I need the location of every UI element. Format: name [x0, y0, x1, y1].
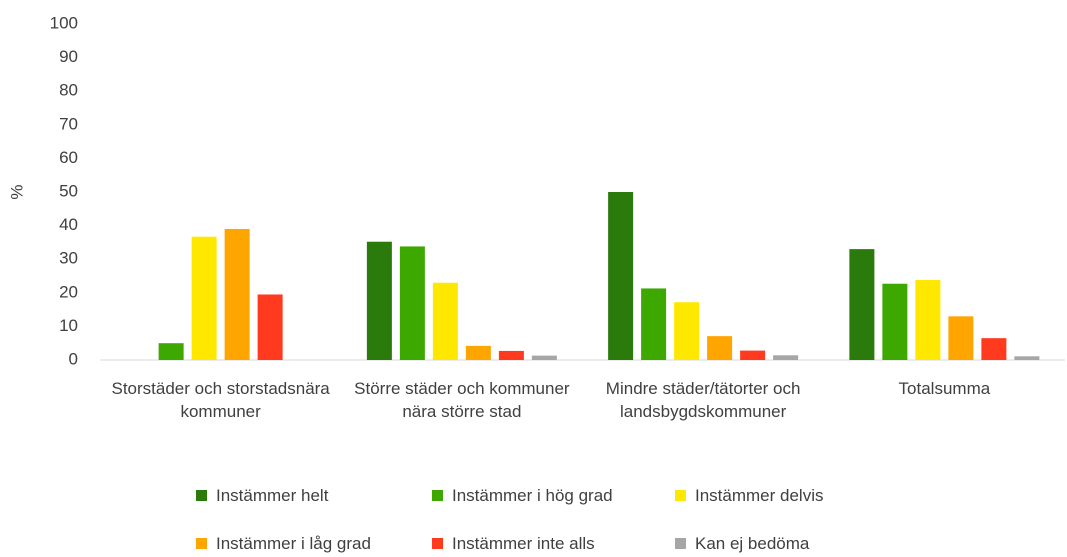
bar [158, 343, 184, 360]
legend-swatch [432, 490, 443, 501]
x-tick-label: Totalsumma [898, 379, 991, 398]
bar [257, 294, 283, 360]
y-tick-label: 40 [59, 215, 78, 234]
bar [191, 236, 217, 360]
legend-swatch [675, 538, 686, 549]
y-tick-label: 100 [50, 13, 78, 32]
x-tick-label: Storstäder och storstadsnära kommuner [111, 379, 330, 421]
bar [641, 288, 667, 360]
bar [498, 350, 524, 360]
legend-item: Instämmer i hög grad [432, 486, 613, 506]
y-tick-label: 50 [59, 181, 78, 200]
bar [882, 283, 908, 360]
bar [915, 280, 941, 360]
y-tick-label: 80 [59, 81, 78, 100]
legend-label: Instämmer i hög grad [452, 486, 613, 505]
bar [707, 336, 733, 360]
y-tick-label: 0 [69, 349, 78, 368]
bar [740, 350, 766, 360]
y-tick-label: 30 [59, 249, 78, 268]
legend-item: Instämmer helt [196, 486, 328, 506]
bar [773, 355, 799, 360]
bar [224, 228, 250, 360]
legend-label: Instämmer helt [216, 486, 329, 505]
legend-item: Kan ej bedöma [675, 534, 809, 554]
bar [1014, 356, 1040, 360]
bar [981, 338, 1007, 360]
bar [531, 355, 557, 360]
y-tick-label: 10 [59, 316, 78, 335]
legend-label: Kan ej bedöma [695, 534, 810, 553]
bar [674, 302, 700, 360]
bar [432, 282, 458, 360]
legend-swatch [675, 490, 686, 501]
bar [366, 241, 392, 360]
bar [608, 192, 634, 360]
legend-label: Instämmer delvis [695, 486, 824, 505]
x-tick-label: Mindre städer/tätorter och landsbygdskom… [605, 379, 801, 421]
y-axis-label: % [7, 184, 26, 199]
bar [849, 249, 875, 360]
legend-item: Instämmer inte alls [432, 534, 595, 554]
x-tick-label: Större städer och kommuner nära större s… [354, 379, 570, 421]
y-tick-label: 60 [59, 148, 78, 167]
legend-swatch [196, 538, 207, 549]
y-tick-label: 20 [59, 282, 78, 301]
legend-item: Instämmer i låg grad [196, 534, 371, 554]
y-tick-label: 90 [59, 47, 78, 66]
legend-label: Instämmer inte alls [452, 534, 595, 553]
bar [465, 345, 491, 360]
bar [948, 316, 974, 360]
legend-swatch [432, 538, 443, 549]
legend-swatch [196, 490, 207, 501]
y-tick-label: 70 [59, 114, 78, 133]
legend-label: Instämmer i låg grad [216, 534, 371, 553]
bar [399, 246, 425, 360]
legend-item: Instämmer delvis [675, 486, 823, 506]
